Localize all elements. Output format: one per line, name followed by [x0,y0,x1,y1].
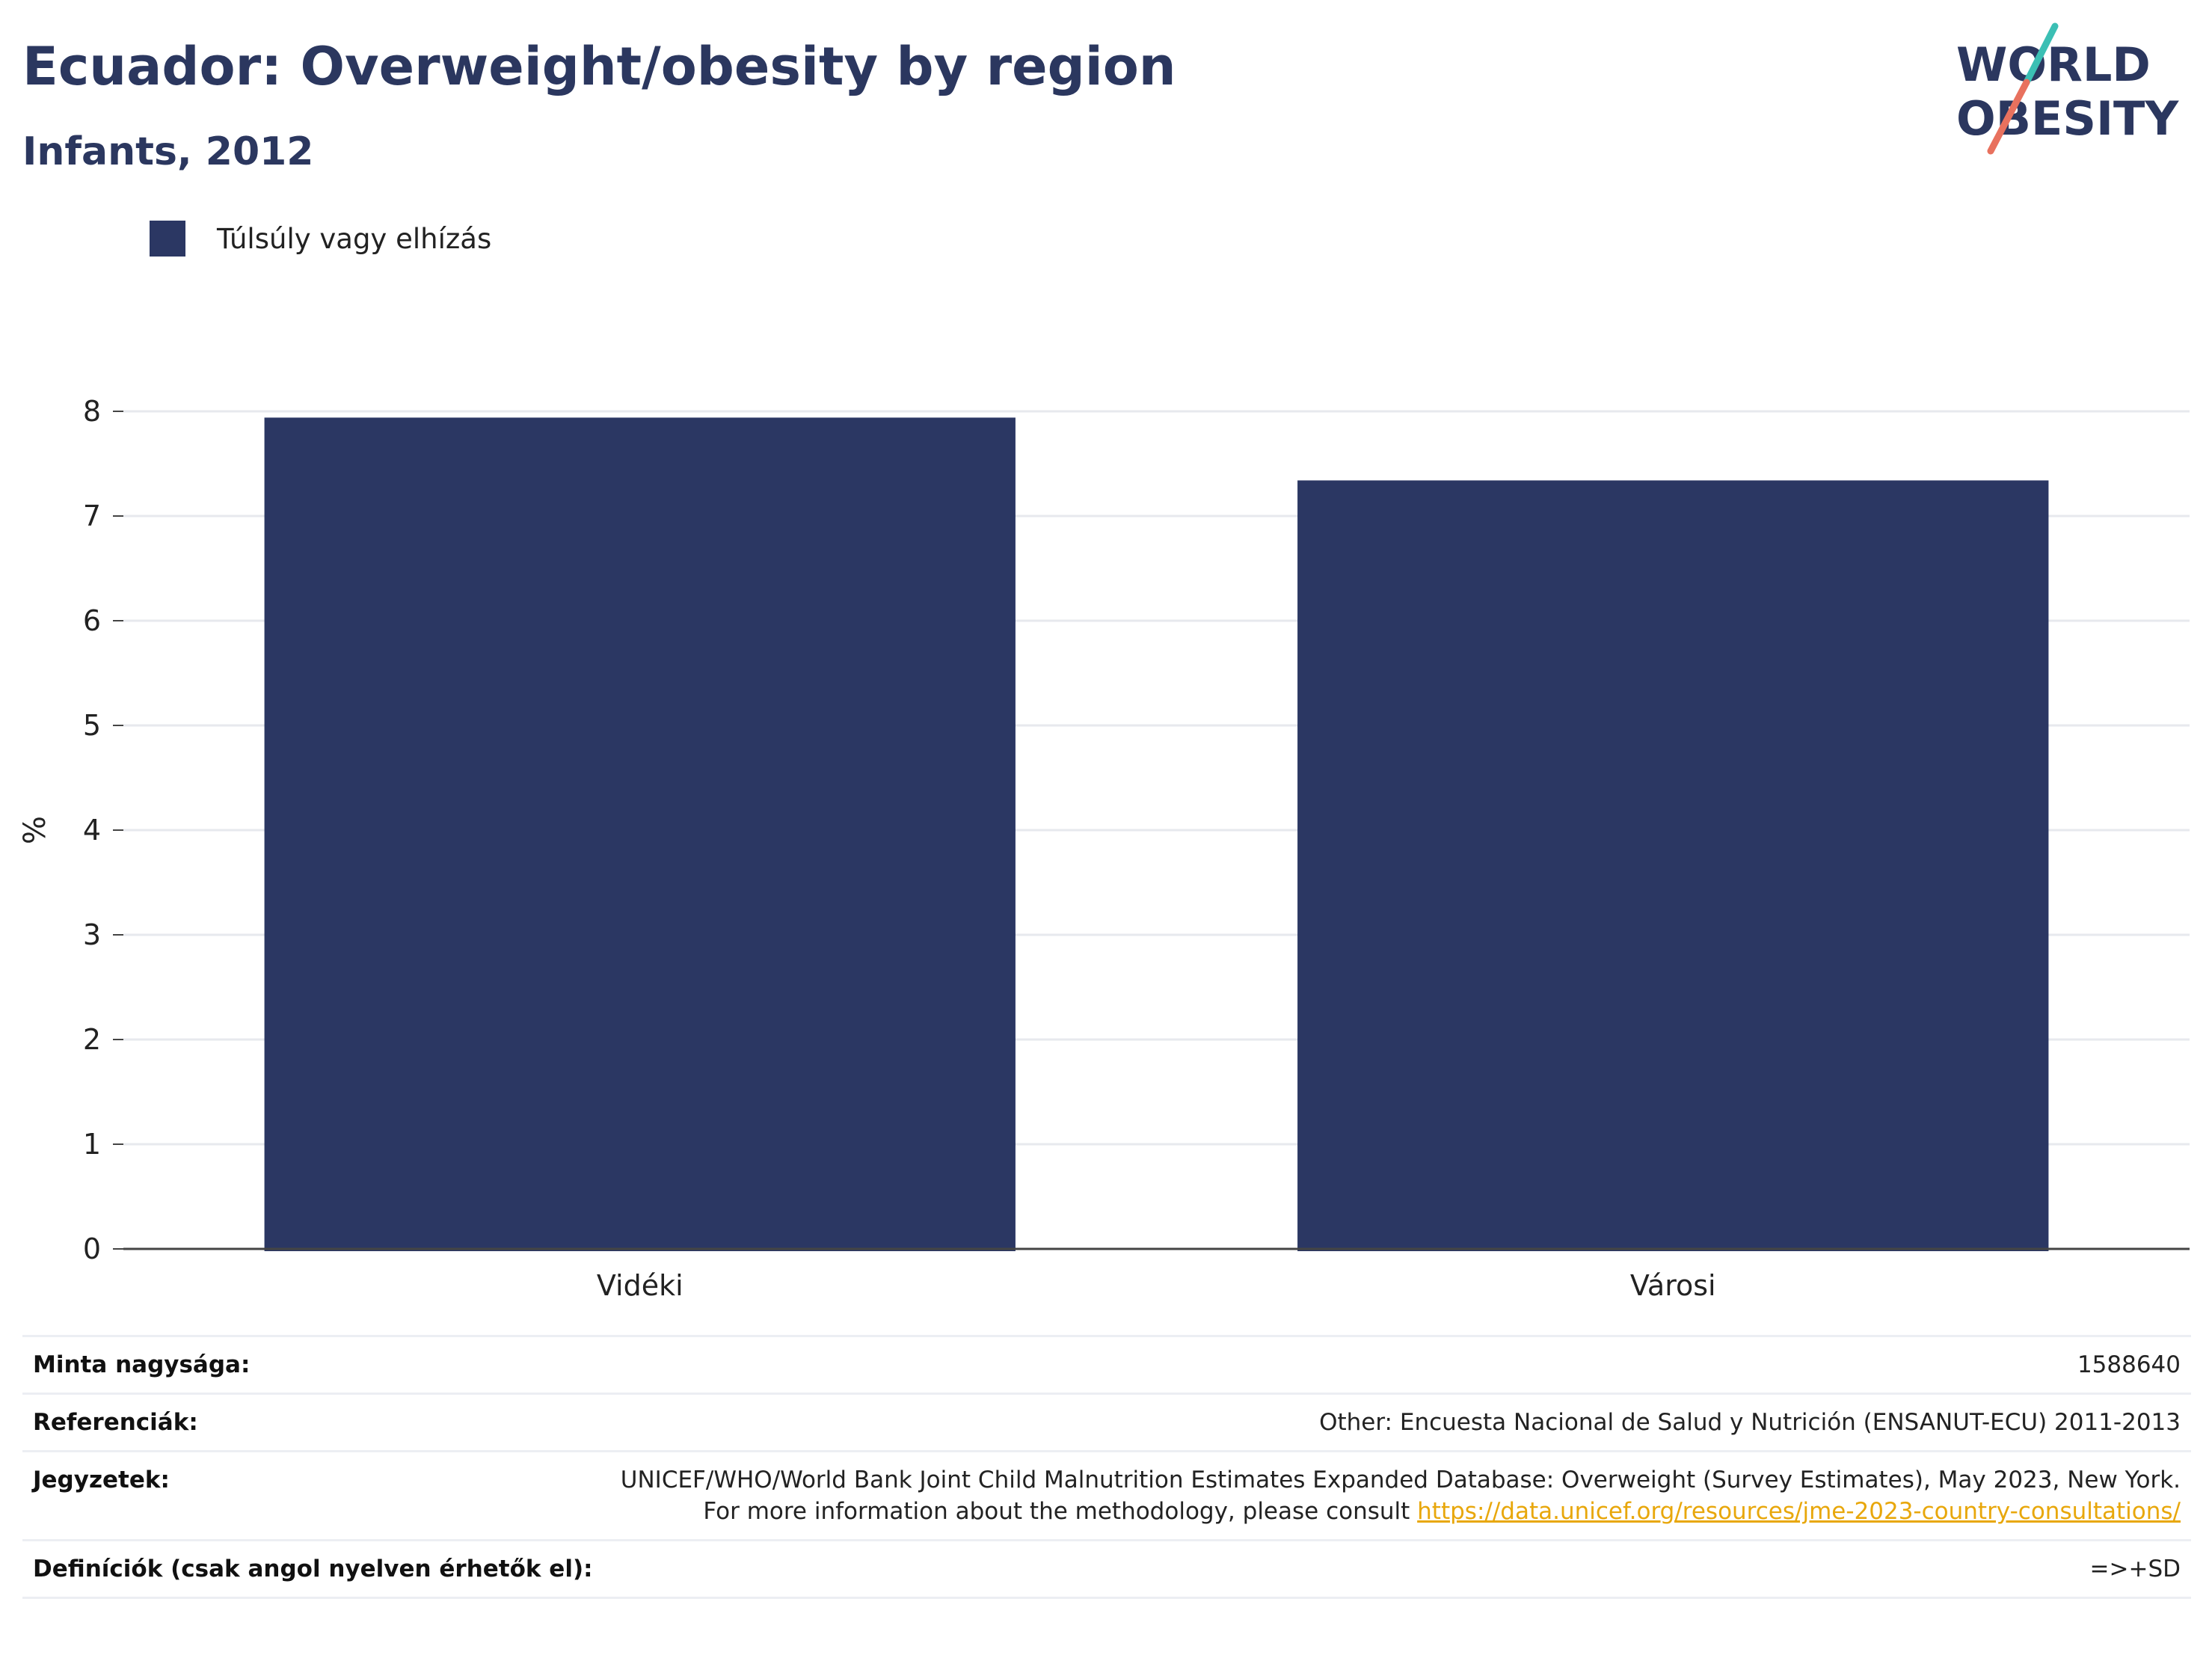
bar [1297,480,2049,1251]
world-obesity-logo: WORLD OBESITY [1956,22,2179,155]
axes: 0 1 2 3 4 5 6 7 8 Vidéki Városi [83,395,2190,1301]
y-tick-label: 1 [83,1128,101,1161]
x-tick-label: Városi [1630,1269,1716,1301]
logo-slash-bottom [1987,79,2030,155]
sample-size-value: 1588640 [603,1335,2191,1395]
definitions-value: =>+SD [603,1539,2191,1599]
legend-swatch [150,221,185,257]
x-tick-label: Vidéki [597,1269,683,1301]
y-tick-label: 8 [83,395,101,428]
notes-link[interactable]: https://data.unicef.org/resources/jme-20… [1417,1498,2181,1525]
definitions-label: Definíciók (csak angol nyelven érhetők e… [22,1539,603,1599]
references-value: Other: Encuesta Nacional de Salud y Nutr… [603,1393,2191,1452]
logo-line2: OBESITY [1956,91,2179,146]
legend-label: Túlsúly vagy elhízás [217,222,492,255]
bar-chart: 0 1 2 3 4 5 6 7 8 Vidéki Városi % [18,395,2190,1301]
info-row-notes: Jegyzetek: UNICEF/WHO/World Bank Joint C… [22,1450,2191,1541]
info-row-definitions: Definíciók (csak angol nyelven érhetők e… [22,1539,2191,1599]
notes-value: UNICEF/WHO/World Bank Joint Child Malnut… [603,1450,2191,1541]
y-tick-label: 7 [83,500,101,532]
y-tick-label: 3 [83,918,101,951]
notes-text: UNICEF/WHO/World Bank Joint Child Malnut… [620,1467,2181,1525]
y-tick-label: 6 [83,604,101,637]
logo-line1: WORLD [1956,37,2151,92]
y-axis-label: % [18,816,52,844]
notes-label: Jegyzetek: [22,1450,603,1541]
info-table: Minta nagysága: 1588640 Referenciák: Oth… [22,1335,2191,1599]
bars [264,417,2049,1251]
info-row-references: Referenciák: Other: Encuesta Nacional de… [22,1393,2191,1452]
references-label: Referenciák: [22,1393,603,1452]
y-tick-label: 2 [83,1023,101,1056]
y-tick-label: 0 [83,1232,101,1265]
logo-slash-top [2023,22,2059,86]
chart-title: Ecuador: Overweight/obesity by region [22,36,1176,97]
info-row-sample-size: Minta nagysága: 1588640 [22,1335,2191,1395]
sample-size-label: Minta nagysága: [22,1335,603,1395]
chart-subtitle: Infants, 2012 [22,129,314,174]
y-tick-label: 4 [83,814,101,847]
y-tick-label: 5 [83,709,101,742]
legend: Túlsúly vagy elhízás [150,221,491,257]
bar [264,417,1016,1251]
